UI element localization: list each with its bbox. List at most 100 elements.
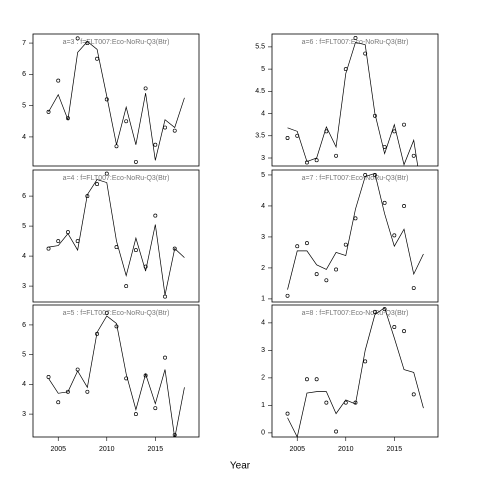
y-tick-label: 3 xyxy=(22,283,26,290)
x-tick-label: 2015 xyxy=(148,446,164,453)
y-tick-label: 3 xyxy=(22,411,26,418)
y-tick-label: 6 xyxy=(22,193,26,200)
point xyxy=(285,293,290,298)
point xyxy=(85,389,90,394)
point xyxy=(334,267,339,272)
point xyxy=(153,142,158,147)
point xyxy=(411,286,416,291)
point xyxy=(143,86,148,91)
x-tick-label: 2010 xyxy=(338,446,354,453)
point xyxy=(324,278,329,283)
point xyxy=(46,109,51,114)
point xyxy=(163,294,167,299)
point xyxy=(402,329,406,334)
point xyxy=(314,158,319,163)
x-tick-label: 2005 xyxy=(289,446,305,453)
point xyxy=(133,248,138,253)
y-tick-label: 7 xyxy=(22,40,26,47)
panel-title: a=3 : f=FLT007:Eco-NoRu-Q3(Btr) xyxy=(63,39,170,46)
fitted-line xyxy=(48,315,185,437)
point xyxy=(163,125,167,130)
point xyxy=(104,311,109,315)
x-tick-label: 2015 xyxy=(387,446,403,453)
point xyxy=(56,400,61,405)
panel-title: a=6 : f=FLT007:Eco-NoRu-Q3(Btr) xyxy=(302,39,409,46)
panel-title: a=7 : f=FLT007:Eco-NoRu-Q3(Btr) xyxy=(302,175,409,182)
point xyxy=(304,241,309,246)
panel-title: a=8 : f=FLT007:Eco-NoRu-Q3(Btr) xyxy=(302,310,409,317)
panel-frame xyxy=(32,169,200,303)
point xyxy=(95,182,100,187)
plot-area xyxy=(285,172,424,298)
y-tick-label: 4 xyxy=(22,134,26,141)
plot-area xyxy=(46,171,185,299)
point xyxy=(334,153,339,158)
point xyxy=(46,246,51,251)
point xyxy=(124,119,129,124)
panel-title: a=4 : f=FLT007:Eco-NoRu-Q3(Btr) xyxy=(63,175,170,182)
point xyxy=(353,216,358,221)
panel-frame xyxy=(271,169,439,303)
y-tick-label: 4 xyxy=(261,110,265,117)
y-tick-label: 5 xyxy=(22,351,26,358)
y-tick-label: 4 xyxy=(22,253,26,260)
x-axis-label: Year xyxy=(230,461,251,472)
point xyxy=(411,153,416,158)
point xyxy=(163,355,167,360)
point xyxy=(56,239,61,244)
y-tick-label: 2 xyxy=(261,375,265,382)
point xyxy=(104,171,109,176)
y-tick-label: 4 xyxy=(261,320,265,327)
y-tick-label: 5 xyxy=(22,223,26,230)
point xyxy=(46,374,51,379)
fitted-line xyxy=(287,307,424,437)
point xyxy=(95,56,100,61)
panel-frame xyxy=(32,304,200,438)
fitted-line xyxy=(287,42,419,166)
point xyxy=(411,392,416,397)
y-tick-label: 4 xyxy=(22,381,26,388)
panel-frame xyxy=(271,304,439,438)
point xyxy=(285,136,290,140)
y-tick-label: 5 xyxy=(22,102,26,109)
point xyxy=(114,144,119,149)
plot-area xyxy=(46,311,185,437)
panel-title: a=5 : f=FLT007:Eco-NoRu-Q3(Btr) xyxy=(63,310,170,317)
y-tick-label: 0 xyxy=(261,430,265,437)
x-tick-label: 2005 xyxy=(50,446,66,453)
point xyxy=(314,272,319,277)
point xyxy=(392,233,397,238)
y-tick-label: 3 xyxy=(261,347,265,354)
point xyxy=(56,78,61,83)
point xyxy=(133,159,138,164)
fitted-line xyxy=(48,179,185,296)
point xyxy=(334,429,339,434)
plot-area xyxy=(285,307,424,437)
point xyxy=(402,203,406,208)
plot-area xyxy=(285,36,419,166)
y-tick-label: 4.5 xyxy=(255,88,265,95)
panel-frame xyxy=(32,33,200,167)
y-tick-label: 2 xyxy=(261,265,265,272)
y-tick-label: 6 xyxy=(22,322,26,329)
point xyxy=(314,377,319,382)
point xyxy=(285,411,290,416)
point xyxy=(382,200,387,205)
x-tick-label: 2010 xyxy=(99,446,115,453)
point xyxy=(363,359,368,364)
y-tick-label: 6 xyxy=(22,71,26,78)
point xyxy=(153,213,158,218)
y-tick-label: 5.5 xyxy=(255,44,265,51)
y-tick-label: 1 xyxy=(261,402,265,409)
point xyxy=(402,122,406,127)
point xyxy=(75,36,80,41)
point xyxy=(324,400,329,405)
point xyxy=(392,325,397,329)
y-tick-label: 1 xyxy=(261,296,265,303)
point xyxy=(124,284,129,289)
point xyxy=(353,36,358,40)
point xyxy=(372,309,377,314)
y-tick-label: 4 xyxy=(261,203,265,210)
point xyxy=(124,376,129,381)
point xyxy=(343,242,348,247)
